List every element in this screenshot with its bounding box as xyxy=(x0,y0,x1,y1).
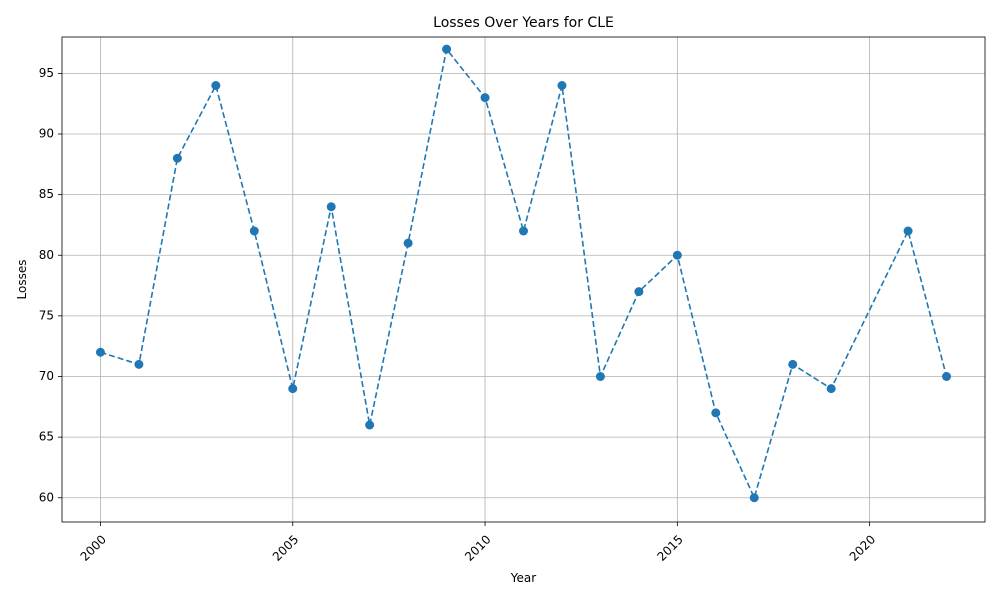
y-axis-label: Losses xyxy=(15,260,29,300)
y-tick-label: 70 xyxy=(39,369,54,383)
y-axis-ticks: 60 65 70 75 80 85 90 95 xyxy=(39,66,62,504)
data-point xyxy=(519,226,528,236)
data-series xyxy=(95,44,952,503)
data-point xyxy=(826,384,836,394)
data-point xyxy=(288,384,298,394)
data-point xyxy=(788,359,798,369)
data-point xyxy=(672,250,682,260)
data-point xyxy=(365,420,375,430)
data-point xyxy=(634,287,644,297)
data-point xyxy=(442,44,452,54)
data-point xyxy=(557,81,567,90)
data-point xyxy=(595,372,605,381)
data-point xyxy=(172,153,182,163)
y-tick-label: 75 xyxy=(39,308,54,322)
data-point xyxy=(95,347,105,357)
y-tick-label: 90 xyxy=(39,127,54,141)
chart-title: Losses Over Years for CLE xyxy=(433,15,614,31)
data-point xyxy=(711,408,721,418)
y-tick-label: 65 xyxy=(39,430,54,444)
data-point xyxy=(326,202,336,212)
x-axis-label: Year xyxy=(510,571,536,585)
grid xyxy=(62,37,985,522)
series-line xyxy=(100,47,948,501)
plot-area-frame xyxy=(61,36,986,523)
data-point xyxy=(942,372,952,381)
data-point xyxy=(403,238,413,248)
data-point xyxy=(480,93,490,103)
data-point xyxy=(249,226,259,236)
y-tick-label: 80 xyxy=(39,248,54,262)
data-point xyxy=(134,359,144,369)
y-tick-label: 95 xyxy=(39,66,54,80)
y-tick-label: 85 xyxy=(39,187,54,201)
data-point xyxy=(903,226,913,236)
data-point xyxy=(749,493,759,503)
data-point xyxy=(211,81,221,90)
y-tick-label: 60 xyxy=(39,490,54,504)
